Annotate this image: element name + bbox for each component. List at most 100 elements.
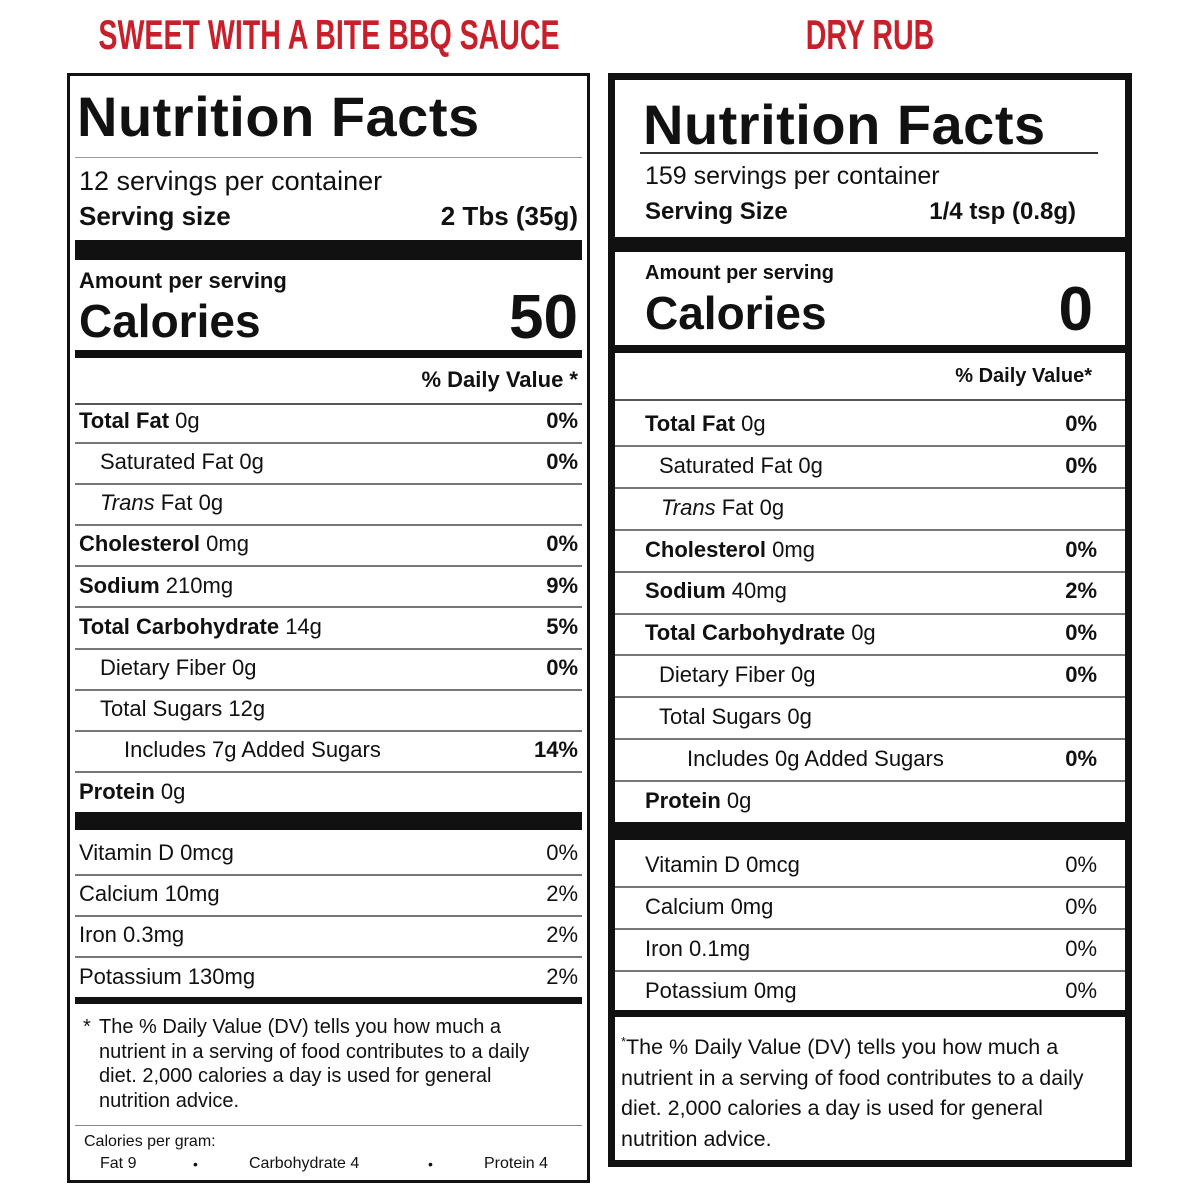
nutrient-amount: Calcium 10mg (79, 881, 220, 907)
nutrient-name: Cholesterol (79, 531, 201, 557)
nutrient-amount: Includes 7g Added Sugars (124, 737, 381, 763)
heading: Nutrition Facts (77, 85, 480, 149)
daily-value: 0% (546, 839, 578, 865)
daily-value: 2% (546, 881, 578, 907)
nutrient-amount: Iron 0.3mg (79, 922, 185, 948)
rule (615, 928, 1125, 930)
nutrient-amount: Fat 0g (721, 494, 785, 520)
calories: 50 (509, 282, 578, 352)
daily-value: 5% (546, 613, 578, 639)
nutrient-amount: Potassium 130mg (79, 963, 256, 989)
daily-value: 0% (1065, 746, 1097, 771)
nutrient-row: Potassium 0mg (645, 978, 797, 1004)
nutrient-amount: Vitamin D 0mcg (79, 839, 234, 865)
nutrient-amount: Iron 0.1mg (645, 935, 751, 961)
rule (75, 956, 582, 959)
daily-value: 0% (1065, 536, 1097, 562)
amount-per-serving: Amount per serving (79, 267, 287, 293)
footnote: *The % Daily Value (DV) tells you how mu… (621, 1027, 1101, 1154)
nutrient-row: Includes 0g Added Sugars (687, 746, 944, 772)
nutrient-italic: Trans (100, 490, 155, 516)
nutrient-italic: Trans (661, 494, 716, 520)
rule (75, 441, 582, 444)
nutrient-row: Vitamin D 0mcg (645, 852, 800, 878)
nutrient-row: Iron 0.3mg (79, 922, 184, 948)
nutrient-amount: 0g (851, 620, 876, 646)
nutrient-row: Sodium 40mg (645, 578, 787, 604)
rule (615, 486, 1125, 489)
rule (75, 873, 582, 876)
nutrient-row: Total Carbohydrate 14g (79, 614, 322, 640)
rule (75, 403, 582, 405)
nutrient-row: Protein 0g (645, 788, 751, 814)
calories-label: Calories (79, 295, 261, 348)
daily-value: 0% (1065, 452, 1097, 478)
daily-value: 0% (1065, 935, 1097, 961)
nutrient-row: Saturated Fat 0g (100, 449, 264, 475)
daily-value: 0% (1065, 893, 1097, 919)
daily-value: 2% (546, 922, 578, 948)
nutrient-amount: Dietary Fiber 0g (659, 662, 816, 688)
rule (75, 812, 582, 830)
nutrient-amount: Saturated Fat 0g (659, 452, 823, 478)
daily-value: 0% (546, 449, 578, 474)
nutrient-name: Total Fat (645, 410, 736, 436)
nutrient-amount: 0mg (206, 531, 249, 557)
footnote-text: The % Daily Value (DV) tells you how muc… (99, 1016, 530, 1112)
calories-per-gram-item: Fat 9 (100, 1155, 137, 1173)
daily-value-header: % Daily Value * (421, 366, 578, 392)
nutrient-amount: 0g (160, 778, 186, 804)
product-title: SWEET WITH A BITE BBQ SAUCE (98, 11, 560, 58)
nutrient-amount: Total Sugars 12g (100, 696, 266, 722)
nutrient-amount: 210mg (165, 572, 234, 598)
calories-per-gram-item: Carbohydrate 4 (249, 1155, 360, 1173)
rule (75, 730, 582, 732)
nutrient-amount: Includes 0g Added Sugars (687, 746, 944, 771)
rule (75, 350, 582, 358)
separator: • (193, 1155, 198, 1172)
rule (615, 886, 1125, 888)
nutrient-row: Total Fat 0g (79, 408, 200, 434)
rule (75, 240, 582, 260)
nutrient-amount: Calcium 0mg (645, 893, 774, 919)
rule (615, 654, 1125, 657)
nutrient-name: Total Carbohydrate (645, 620, 846, 646)
nutrient-name: Protein (79, 778, 155, 804)
nutrient-amount: Total Sugars 0g (659, 704, 812, 730)
nutrient-name: Total Fat (79, 407, 170, 433)
servings: 159 servings per container (645, 162, 940, 190)
nutrient-row: Calcium 0mg (645, 894, 773, 920)
nutrient-amount: 0g (175, 407, 200, 433)
daily-value-header: % Daily Value* (955, 365, 1092, 387)
nutrient-row: Vitamin D 0mcg (79, 840, 234, 866)
nutrient-amount: Vitamin D 0mcg (645, 851, 800, 877)
daily-value: 14% (533, 737, 578, 763)
footnote: *The % Daily Value (DV) tells you how mu… (83, 1015, 539, 1113)
nutrient-row: Dietary Fiber 0g (659, 662, 816, 688)
amount-per-serving: Amount per serving (645, 262, 834, 284)
rule (615, 399, 1125, 401)
rule (615, 1010, 1125, 1017)
rule (615, 696, 1125, 699)
rule (75, 771, 582, 774)
nutrient-amount: Potassium 0mg (645, 977, 797, 1003)
rule (75, 565, 582, 568)
rule (615, 970, 1125, 972)
nutrient-amount: 40mg (731, 578, 787, 604)
rule (75, 482, 582, 485)
product-title: DRY RUB (805, 11, 935, 58)
rule (615, 780, 1125, 783)
daily-value: 0% (1065, 977, 1097, 1003)
rule (75, 1125, 582, 1126)
rule (640, 152, 1098, 154)
nutrient-row: Protein 0g (79, 779, 185, 805)
nutrient-row: Total Carbohydrate 0g (645, 620, 876, 646)
nutrient-row: Total Fat 0g (645, 411, 766, 437)
serving-size: 1/4 tsp (0.8g) (929, 197, 1076, 225)
nutrient-row: Trans Fat 0g (100, 490, 223, 516)
nutrient-row: Cholesterol 0mg (645, 537, 815, 563)
nutrient-name: Protein (645, 787, 721, 813)
nutrient-amount: 0g (726, 787, 752, 813)
nutrient-amount: Dietary Fiber 0g (100, 655, 257, 680)
